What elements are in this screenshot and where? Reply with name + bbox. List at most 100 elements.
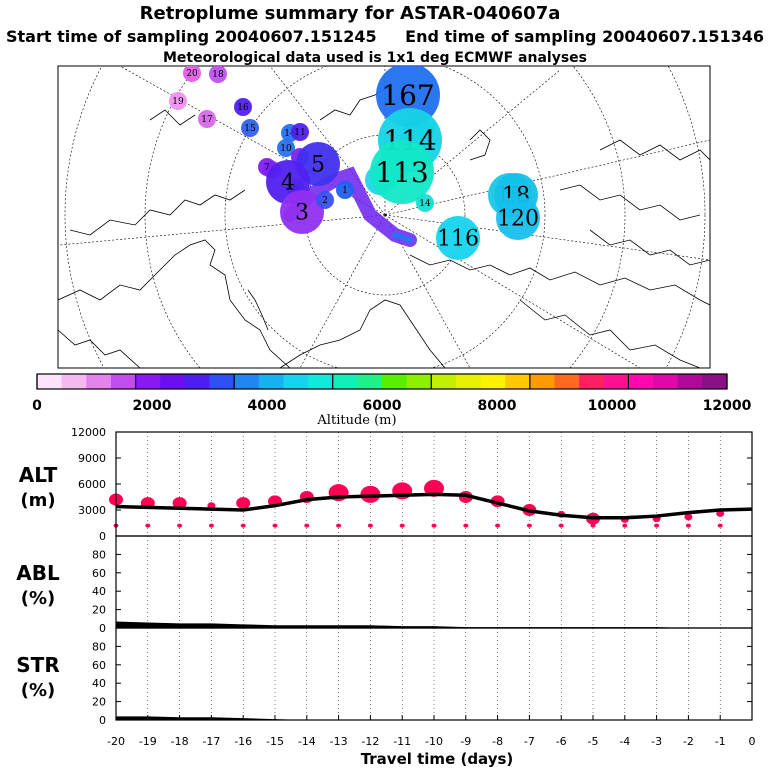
colorbar-swatch [382,374,408,389]
x-tick-label: -17 [202,735,220,748]
colorbar-swatch [258,374,284,389]
colorbar-swatch [135,374,161,389]
colorbar-swatch [579,374,605,389]
trajectory-cluster-marker [183,66,201,82]
trajectory-cluster-label: 167 [381,79,434,112]
colorbar-swatch [184,374,210,389]
trajectory-cluster-label: 19 [172,97,184,107]
colorbar-swatch [110,374,137,389]
altitude-marker [424,479,444,497]
y-tick-label: 20 [92,696,106,709]
polar-map: 2019181716151410119876543211671141131514… [57,65,711,369]
median-altitude-line [115,492,753,520]
altitude-marker-low [654,523,660,528]
x-tick-label: -12 [361,735,379,748]
colorbar-swatch [431,374,457,389]
altitude-marker-low [558,523,564,528]
altitude-marker [172,497,187,510]
colorbar-swatch [653,374,679,389]
trajectory-cluster-label: 3 [295,201,309,226]
trajectory-cluster-label: 10 [280,144,292,154]
y-tick-label: 12000 [71,426,106,439]
met-data-text: Meteorological data used is 1x1 deg ECMW… [163,50,587,66]
trajectory-cluster-marker [241,119,259,137]
x-tick-label: -15 [266,735,284,748]
trajectory-cluster-label: 20 [186,69,198,79]
trajectory-cluster-marker [209,66,227,83]
altitude-marker-low [208,523,214,528]
altitude-marker [236,497,251,510]
trajectory-cluster-label: 18 [212,70,224,80]
altitude-marker-low [177,523,183,528]
altitude-marker-low [685,523,691,528]
y-tick-label: 40 [92,677,106,690]
trajectory-cluster-label: 1 [342,186,348,196]
map-frame [57,65,711,369]
x-axis-label: Travel time (days) [361,750,514,768]
colorbar-swatch [234,374,260,389]
trajectory-cluster-marker [436,216,480,260]
x-tick-label: -8 [492,735,503,748]
trajectory-cluster-marker [198,110,216,128]
x-tick-label: -18 [171,735,189,748]
altitude-colorbar: 0 2000 4000 6000 8000 10000 12000 [32,373,752,414]
trajectory-cluster-label: 14 [419,199,431,209]
colorbar-tick-label: 6000 [363,398,402,414]
colorbar-swatch [554,374,580,389]
colorbar-tick-label: 4000 [248,398,287,414]
trajectory-cluster-marker [280,190,324,234]
colorbar-swatch [160,374,186,389]
trajectory-cluster-marker [416,194,434,212]
trajectory-cluster-label: 11 [294,128,305,138]
colorbar-swatch [628,374,654,389]
altitude-marker-low [272,523,278,528]
trajectory-cluster-marker [277,139,295,157]
panel-frame [115,627,753,721]
trajectory-cluster-marker [336,181,354,199]
y-axis-label: ALT [19,463,58,487]
altitude-marker-low [240,523,246,528]
panel-alt: 0 3000 6000 9000 12000 ALT (m) [19,426,753,543]
figure-title: Retroplume summary for ASTAR-040607a [140,3,561,24]
trajectory-cluster-label: 113 [375,156,428,189]
x-tick-label: -3 [651,735,662,748]
fraction-area [116,621,752,628]
y-tick-label: 0 [99,714,106,727]
panel-abl: 0 20 40 60 80 ABL (%) [16,535,753,635]
trajectory-cluster-label: 16 [237,103,249,113]
y-tick-label: 0 [99,530,106,543]
start-time-text: Start time of sampling 20040607.151245 [6,27,377,46]
x-tick-label: -20 [107,735,125,748]
colorbar-swatch [308,374,334,389]
colorbar-swatch [283,374,309,389]
altitude-marker-low [145,523,151,528]
panel-str: 0 20 40 60 80 STR (%) [16,627,753,727]
altitude-marker-low [590,523,596,528]
altitude-marker-low [399,523,405,528]
x-tick-label: -4 [619,735,630,748]
y-tick-label: 40 [92,585,106,598]
trajectory-cluster-marker [234,98,252,116]
colorbar-tick-label: 8000 [478,398,517,414]
trajectory-cluster-label: 4 [281,171,295,196]
colorbar-swatch [455,374,482,389]
x-tick-label: -7 [524,735,535,748]
colorbar-swatch [603,374,629,389]
x-tick-label: 0 [749,735,756,748]
y-tick-label: 60 [92,567,106,580]
trajectory-cluster-marker [291,123,309,141]
trajectory-cluster-marker [316,191,334,209]
y-axis-unit: (%) [21,588,56,609]
x-tick-label: -1 [715,735,726,748]
colorbar-swatch [480,374,506,389]
colorbar-swatch [702,374,728,389]
y-tick-label: 9000 [78,452,106,465]
end-time-text: End time of sampling 20040607.151346 [405,27,764,46]
colorbar-title: Altitude (m) [316,413,396,428]
y-tick-label: 80 [92,548,106,561]
colorbar-tick-label: 12000 [703,398,752,414]
y-axis-unit: (m) [20,490,55,511]
trajectory-cluster-label: 15 [244,124,256,134]
